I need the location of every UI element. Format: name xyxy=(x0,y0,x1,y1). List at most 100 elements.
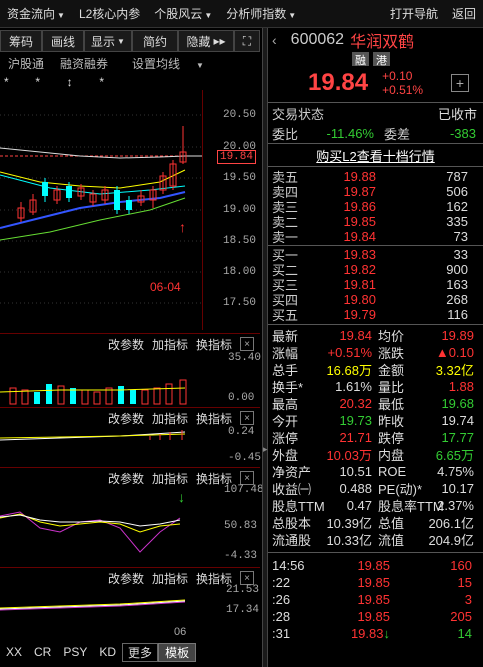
close-icon[interactable]: × xyxy=(240,411,254,425)
close-icon[interactable]: × xyxy=(240,571,254,585)
quote-row: 外盘 10.03万 内盘 6.65万 xyxy=(268,446,483,463)
bid-row[interactable]: 买五 19.79 116 xyxy=(268,307,483,323)
back-button[interactable]: 返回 xyxy=(451,7,476,21)
ask-row[interactable]: 卖二 19.85 335 xyxy=(268,214,483,230)
quote-label: 涨幅 xyxy=(272,346,299,361)
edit-params-button[interactable]: 改参数 xyxy=(107,471,144,486)
ask-row[interactable]: 卖一 19.84 73 xyxy=(268,229,483,245)
top-menu-bar: 资金流向 ▼ L2核心内参 个股风云 ▼ 分析师指数 ▼ 打开导航 返回 xyxy=(0,0,483,28)
add-indicator-button[interactable]: 加指标 xyxy=(151,337,188,352)
bid-row[interactable]: 买三 19.81 163 xyxy=(268,277,483,293)
bid-row[interactable]: 买一 19.83 33 xyxy=(268,247,483,263)
simple-button[interactable]: 简约 xyxy=(132,30,178,52)
switch-indicator-button[interactable]: 换指标 xyxy=(195,471,232,486)
quote-value: 206.1亿 xyxy=(428,516,474,531)
level-price: 19.88 xyxy=(343,169,376,184)
ask-row[interactable]: 卖五 19.88 787 xyxy=(268,169,483,185)
quote-label: 净资产 xyxy=(272,465,312,480)
level-price: 19.79 xyxy=(343,307,376,322)
current-price-tag: 19.84 xyxy=(216,150,256,164)
prev-stock-icon[interactable]: ‹ xyxy=(272,32,277,48)
add-indicator-button[interactable]: 加指标 xyxy=(151,411,188,426)
tick-price: 19.83↓ xyxy=(310,626,390,641)
panel-divider[interactable]: ▸ xyxy=(262,28,268,667)
tab-set-ma[interactable]: 设置均线 ▼ xyxy=(132,57,204,71)
tab-cr[interactable]: CR xyxy=(34,645,52,659)
fullscreen-icon[interactable]: ⛶ xyxy=(234,30,260,52)
tab-hk-connect[interactable]: 沪股通 xyxy=(8,57,45,71)
tab-xx[interactable]: XX xyxy=(6,645,23,659)
y-tick: 17.50 xyxy=(222,297,256,309)
chips-button[interactable]: 筹码 xyxy=(0,30,42,52)
close-icon[interactable]: × xyxy=(240,471,254,485)
level-label: 买五 xyxy=(272,308,299,323)
quote-row: 换手* 1.61% 量比 1.88 xyxy=(268,378,483,395)
add-watchlist-icon[interactable]: + xyxy=(451,74,469,92)
chart-toolbar: 筹码 画线 显示 ▼ 简约 隐藏 ▸▸ ⛶ xyxy=(0,30,266,52)
hide-button[interactable]: 隐藏 ▸▸ xyxy=(178,30,234,52)
quote-value: 19.84 xyxy=(339,328,372,343)
level-volume: 163 xyxy=(446,277,468,292)
quote-label: 量比 xyxy=(378,380,405,395)
close-icon[interactable]: × xyxy=(240,337,254,351)
draw-line-button[interactable]: 画线 xyxy=(42,30,84,52)
level-volume: 268 xyxy=(446,292,468,307)
macd-chart xyxy=(0,430,186,441)
quote-label: 涨停 xyxy=(272,431,299,446)
ma-green-line xyxy=(0,197,186,241)
display-button[interactable]: 显示 ▼ xyxy=(84,30,132,52)
menu-fund-flow[interactable]: 资金流向 ▼ xyxy=(7,7,65,21)
edit-params-button[interactable]: 改参数 xyxy=(107,337,144,352)
tick-price-value: 19.85 xyxy=(357,575,390,590)
quote-value: 16.68万 xyxy=(326,363,372,378)
ask-row[interactable]: 卖四 19.87 506 xyxy=(268,184,483,200)
volume-bars xyxy=(0,379,187,405)
bid-row[interactable]: 买二 19.82 900 xyxy=(268,262,483,278)
menu-stock-risk[interactable]: 个股风云 ▼ xyxy=(154,7,213,21)
tick-row: :26 19.85 3 xyxy=(268,591,483,608)
edit-params-button[interactable]: 改参数 xyxy=(107,411,144,426)
tick-row: 14:56 19.85 160 xyxy=(268,557,483,574)
quote-value: 19.89 xyxy=(441,328,474,343)
stock-code: 600062 xyxy=(290,31,345,48)
y-tick: 19.00 xyxy=(222,204,256,216)
template-button[interactable]: 模板 xyxy=(158,642,197,662)
quote-label: 今开 xyxy=(272,414,299,429)
quote-value: 20.32 xyxy=(339,396,372,411)
level-price: 19.85 xyxy=(343,214,376,229)
quote-value: 2.37% xyxy=(437,498,474,513)
add-indicator-button[interactable]: 加指标 xyxy=(151,471,188,486)
quote-label: 涨跌 xyxy=(378,346,405,361)
add-indicator-button[interactable]: 加指标 xyxy=(151,571,188,586)
x-axis-label: 06 xyxy=(174,626,187,638)
edit-params-button[interactable]: 改参数 xyxy=(107,571,144,586)
quote-value: 21.71 xyxy=(339,430,372,445)
tab-margin-trading[interactable]: 融资融券 xyxy=(60,57,109,71)
more-button[interactable]: 更多 xyxy=(122,642,159,662)
tab-kd[interactable]: KD xyxy=(99,645,117,659)
open-navigation-button[interactable]: 打开导航 xyxy=(389,7,438,21)
bid-row[interactable]: 买四 19.80 268 xyxy=(268,292,483,308)
quote-value: 10.03万 xyxy=(326,448,372,463)
menu-l2-core[interactable]: L2核心内参 xyxy=(78,7,141,21)
ask-row[interactable]: 卖三 19.86 162 xyxy=(268,199,483,215)
quote-value: 17.77 xyxy=(441,430,474,445)
hk-connect-badge: 港 xyxy=(373,52,390,67)
level-label: 卖二 xyxy=(272,215,299,230)
level-label: 卖五 xyxy=(272,170,299,185)
tab-psy[interactable]: PSY xyxy=(63,645,88,659)
l2-purchase-link[interactable]: 购买L2查看十档行情 xyxy=(316,148,435,164)
quote-value: 19.74 xyxy=(441,413,474,428)
switch-indicator-button[interactable]: 换指标 xyxy=(195,571,232,586)
weibi-value: -11.46% xyxy=(326,125,374,141)
quote-value: 1.61% xyxy=(335,379,372,394)
level-label: 卖三 xyxy=(272,200,299,215)
quote-row: 流通股 10.33亿 流值 204.9亿 xyxy=(268,531,483,548)
quote-label: 流通股 xyxy=(272,533,312,548)
quote-label: PE(动)* xyxy=(378,482,423,497)
menu-analyst-index[interactable]: 分析师指数 ▼ xyxy=(226,7,297,21)
switch-indicator-button[interactable]: 换指标 xyxy=(195,337,232,352)
kline-chart[interactable]: ↑ 06-04 xyxy=(0,90,202,330)
up-arrow-icon: ↑ xyxy=(179,219,186,235)
switch-indicator-button[interactable]: 换指标 xyxy=(195,411,232,426)
